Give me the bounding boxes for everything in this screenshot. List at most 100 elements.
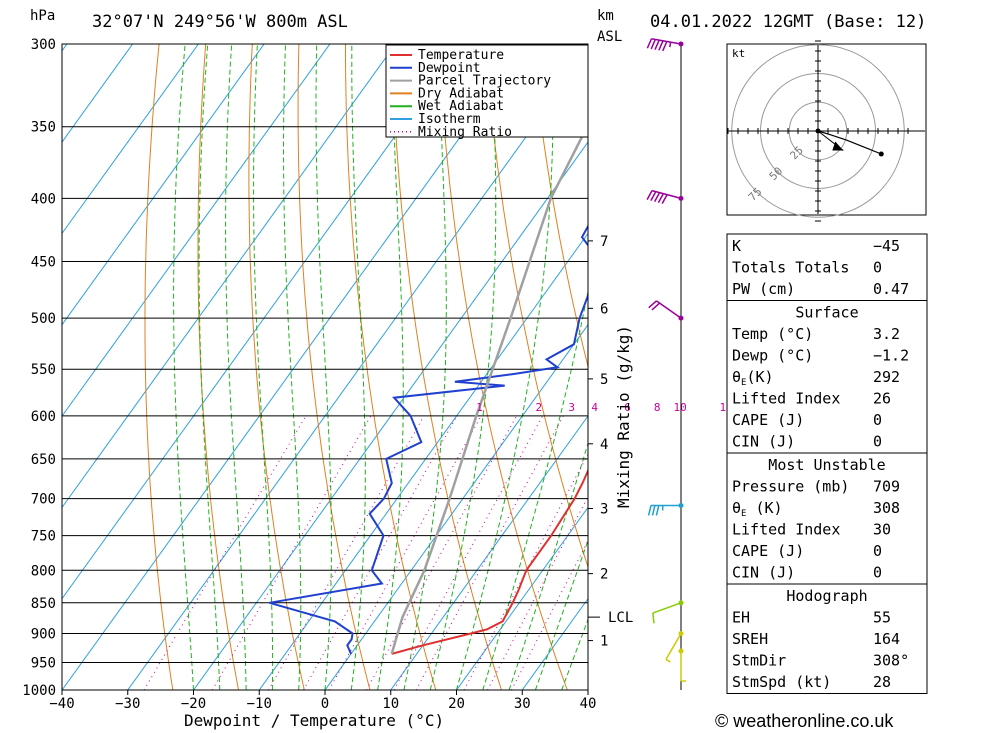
lcl-label: LCL <box>608 610 633 626</box>
legend-label: Isotherm <box>418 112 481 127</box>
wind-level-dot <box>678 41 684 47</box>
wind-level-dot <box>678 630 684 636</box>
x-tick-label: −20 <box>181 696 206 712</box>
isotherm-line <box>62 44 331 417</box>
dry-adiabat-line <box>144 44 174 690</box>
credit-text: © weatheronline.co.uk <box>715 711 894 731</box>
wind-barb-half-feather <box>669 42 672 48</box>
x-tick-label: 30 <box>514 696 531 712</box>
wind-barb-feather <box>661 194 668 205</box>
table-row-label: CAPE (J) <box>732 411 804 429</box>
wet-adiabat-line <box>534 538 588 690</box>
asl-label: ASL <box>597 29 622 45</box>
series-line-dewpoint <box>269 224 588 655</box>
mixing-ratio-label: 10 <box>674 401 687 414</box>
mixing-ratio-line <box>143 415 307 690</box>
isotherm-line <box>62 44 200 235</box>
dry-adiabat-line <box>940 7 1000 690</box>
isotherm-line <box>390 415 588 690</box>
table-row-label: EH <box>732 609 750 627</box>
wet-adiabat-line <box>253 44 274 690</box>
pressure-tick-label: 700 <box>31 492 56 508</box>
table-row-value: 709 <box>873 478 900 496</box>
x-axis-label: Dewpoint / Temperature (°C) <box>184 711 444 730</box>
wet-adiabat-line <box>315 44 332 690</box>
wind-level-dot <box>678 195 684 201</box>
height-tick-label: 7 <box>600 234 608 250</box>
axis-labels: −40 −30 −20 −10 0 10 20 30 40 <box>49 690 596 712</box>
mixing-ratio-label: 1 <box>476 401 483 414</box>
wind-barb-feather <box>650 39 656 50</box>
pressure-tick-label: 850 <box>31 596 56 612</box>
mixing-ratio-line <box>328 415 482 690</box>
height-tick-label: 2 <box>600 567 608 583</box>
table-row-label: K <box>732 237 741 255</box>
wind-profile <box>646 38 686 690</box>
wet-adiabat-line <box>403 44 447 690</box>
mixing-ratio-line <box>302 415 458 690</box>
wet-adiabat-line <box>561 618 588 690</box>
table-row-label: CIN (J) <box>732 564 795 582</box>
table-row-value: 0 <box>873 542 882 560</box>
table-row-value: 308° <box>873 652 909 670</box>
datetime-title: 04.01.2022 12GMT (Base: 12) <box>650 12 926 32</box>
wind-level-dot <box>678 502 684 508</box>
pressure-tick-label: 500 <box>31 311 56 327</box>
table-box <box>726 233 928 301</box>
legend-box <box>385 44 589 138</box>
height-tick-label: 5 <box>600 372 608 388</box>
wind-barb-feather <box>651 505 656 516</box>
isotherm-line <box>192 141 588 690</box>
table-row-label: θE (K) <box>732 499 783 519</box>
wind-barb-feather <box>657 193 664 204</box>
isotherm-line <box>62 44 265 326</box>
wind-barb-feather <box>646 190 653 200</box>
mixing-ratio-label: 8 <box>654 401 661 414</box>
wind-barb-feather <box>662 41 668 52</box>
pressure-tick-label: 750 <box>31 529 56 545</box>
table-row-label: Lifted Index <box>732 521 840 539</box>
wind-barb-feather <box>650 191 657 201</box>
pressure-tick-label: 600 <box>31 409 56 425</box>
table-row-value: 164 <box>873 630 900 648</box>
legend-label: Dry Adiabat <box>418 86 504 101</box>
wind-barb-feather <box>647 505 652 516</box>
table-row-value: 292 <box>873 368 900 386</box>
wet-adiabat-line <box>482 288 588 690</box>
isotherm-line <box>455 506 588 690</box>
wind-barb-feather <box>654 39 660 50</box>
table-row-value: 0 <box>873 259 882 277</box>
wind-barb-feather <box>658 40 664 51</box>
wind-barb-feather <box>652 612 655 624</box>
pressure-tick-label: 450 <box>31 255 56 271</box>
table-row-label: Temp (°C) <box>732 325 813 343</box>
wind-barb-staff <box>652 602 682 614</box>
x-tick-label: 0 <box>321 696 329 712</box>
legend-label: Parcel Trajectory <box>418 74 551 89</box>
pressure-tick-label: 300 <box>31 37 56 53</box>
pressure-tick-label: 650 <box>31 452 56 468</box>
storm-motion-arrow <box>832 141 844 151</box>
location-title: 32°07'N 249°56'W 800m ASL <box>92 12 348 32</box>
wind-barb-feather <box>655 505 660 516</box>
table-row-value: −45 <box>873 237 900 255</box>
table-row-value: 26 <box>873 390 891 408</box>
height-tick-label: 3 <box>600 501 608 517</box>
table-row-label: θE(K) <box>732 368 774 388</box>
mixing-ratio-line <box>415 415 564 690</box>
legend-label: Mixing Ratio <box>418 125 512 140</box>
wind-barb-feather <box>651 302 661 311</box>
x-tick-label: −30 <box>115 696 140 712</box>
x-tick-label: 10 <box>382 696 399 712</box>
pressure-tick-label: 400 <box>31 191 56 207</box>
table-row-value: 28 <box>873 673 891 691</box>
wet-adiabat-line <box>508 441 588 690</box>
table-row-value: −1.2 <box>873 347 909 365</box>
pressure-tick-label: 1000 <box>22 683 56 699</box>
wind-barb-feather <box>646 38 653 49</box>
mixing-ratio-label: 4 <box>591 401 598 414</box>
km-label: km <box>597 8 614 24</box>
wet-adiabat-line <box>225 44 247 690</box>
